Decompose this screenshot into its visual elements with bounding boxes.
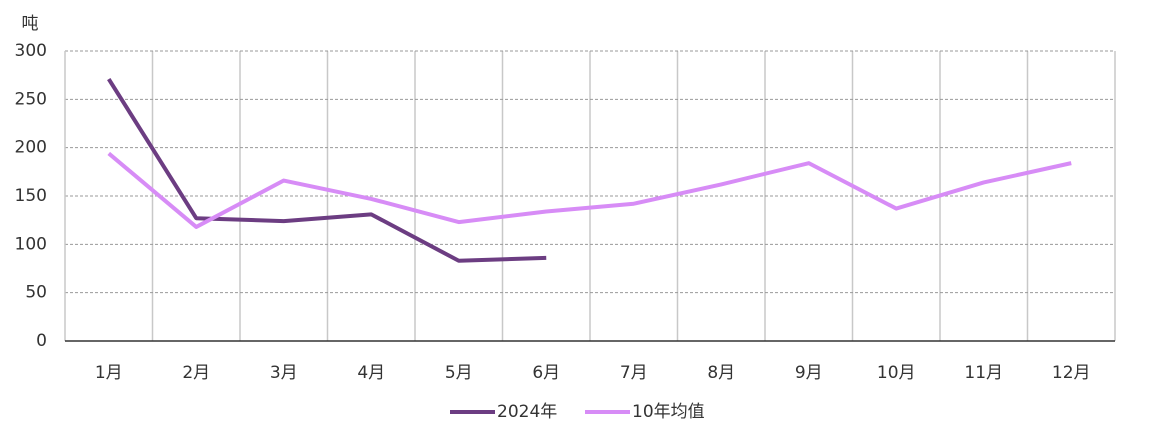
x-tick-label: 4月 (357, 363, 385, 383)
y-tick-label: 200 (15, 138, 47, 158)
y-tick-label: 250 (15, 89, 47, 109)
y-tick-label: 150 (15, 186, 47, 206)
y-tick-label: 300 (15, 41, 47, 61)
x-tick-label: 12月 (1052, 363, 1091, 383)
x-tick-label: 7月 (620, 363, 648, 383)
x-tick-label: 5月 (445, 363, 473, 383)
x-tick-label: 3月 (270, 363, 298, 383)
y-unit: 吨 (22, 14, 39, 34)
series-line (107, 77, 547, 263)
y-tick-label: 100 (15, 234, 47, 254)
x-tick-label: 8月 (707, 363, 735, 383)
x-tick-label: 1月 (95, 363, 123, 383)
x-tick-label: 2月 (182, 363, 210, 383)
x-tick-label: 11月 (964, 363, 1003, 383)
series-line (107, 151, 1072, 229)
x-tick-label: 9月 (795, 363, 823, 383)
x-tick-label: 10月 (877, 363, 916, 383)
legend-label: 2024年 (497, 402, 557, 422)
x-tick-label: 6月 (532, 363, 560, 383)
y-tick-label: 0 (36, 331, 47, 351)
y-tick-label: 50 (25, 283, 47, 303)
legend-label: 10年均值 (632, 402, 705, 422)
